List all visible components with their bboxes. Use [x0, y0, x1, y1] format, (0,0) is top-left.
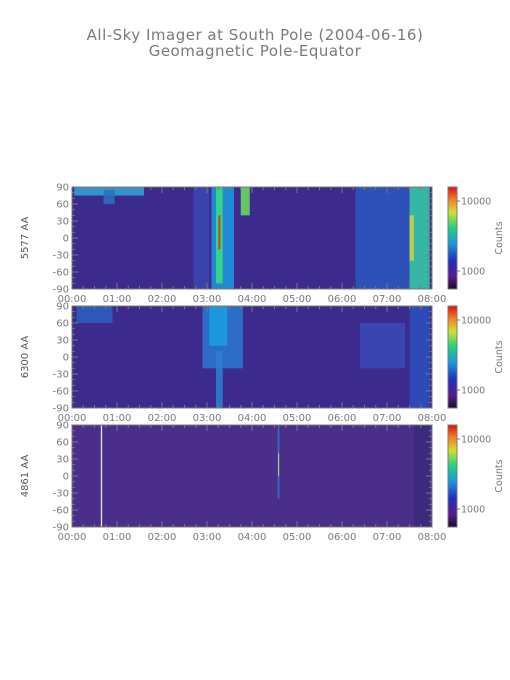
y-tick-label: -30 [53, 489, 69, 500]
colorbar [448, 306, 457, 408]
heatmap-feature [409, 215, 414, 261]
y-axis-label: 5577 AA [20, 217, 31, 260]
heatmap-feature [193, 187, 210, 289]
colorbar-tick-label: 1000 [461, 505, 485, 516]
x-tick-label: 05:00 [283, 413, 312, 424]
x-tick-label: 08:00 [418, 413, 447, 424]
x-tick-label: 06:00 [328, 532, 357, 543]
heatmap-feature [360, 323, 405, 369]
colorbar-frame [447, 424, 458, 528]
x-tick-label: 03:00 [193, 294, 222, 305]
y-tick-label: -60 [53, 268, 69, 279]
heatmap-feature [218, 215, 221, 250]
x-tick-label: 00:00 [58, 532, 87, 543]
colorbar-tick-label: 1000 [461, 267, 485, 278]
heatmap-feature [409, 306, 430, 408]
y-tick-label: -90 [53, 285, 69, 296]
x-tick-label: 01:00 [103, 294, 132, 305]
x-tick-label: 06:00 [328, 413, 357, 424]
x-tick-label: 08:00 [418, 532, 447, 543]
colorbar [448, 425, 457, 527]
y-tick-label: 90 [56, 421, 69, 432]
y-tick-label: -30 [53, 251, 69, 262]
colorbar-frame [447, 186, 458, 290]
x-tick-label: 03:00 [193, 413, 222, 424]
heatmap-background [72, 425, 432, 527]
colorbar-label: Counts [494, 340, 505, 373]
chart-subtitle: Geomagnetic Pole-Equator [148, 42, 362, 60]
colorbar-tick-label: 1000 [461, 386, 485, 397]
colorbar-label: Counts [494, 459, 505, 492]
y-tick-label: 60 [56, 200, 69, 211]
x-tick-label: 04:00 [238, 294, 267, 305]
x-tick-label: 08:00 [418, 294, 447, 305]
heatmap-feature [240, 187, 250, 216]
x-tick-label: 07:00 [373, 532, 402, 543]
heatmap-feature [103, 189, 115, 204]
heatmap-feature [100, 425, 103, 527]
y-tick-label: 90 [56, 302, 69, 313]
colorbar-tick-label: 10000 [461, 197, 491, 208]
x-tick-label: 01:00 [103, 532, 132, 543]
x-tick-label: 05:00 [283, 294, 312, 305]
colorbar-tick-label: 10000 [461, 316, 491, 327]
y-tick-label: -90 [53, 523, 69, 534]
y-tick-label: 0 [63, 472, 69, 483]
y-tick-label: -60 [53, 506, 69, 517]
heatmap-feature [414, 425, 430, 527]
x-tick-label: 04:00 [238, 532, 267, 543]
x-tick-label: 07:00 [373, 413, 402, 424]
x-tick-label: 00:00 [58, 294, 87, 305]
heatmap-feature [409, 187, 430, 289]
y-tick-label: -60 [53, 387, 69, 398]
y-tick-label: -90 [53, 404, 69, 415]
y-tick-label: -30 [53, 370, 69, 381]
x-tick-label: 06:00 [328, 294, 357, 305]
y-tick-label: 30 [56, 455, 69, 466]
heatmap-feature [76, 306, 113, 323]
y-tick-label: 90 [56, 183, 69, 194]
colorbar-tick-label: 10000 [461, 435, 491, 446]
x-tick-label: 00:00 [58, 413, 87, 424]
y-tick-label: 60 [56, 438, 69, 449]
colorbar-frame [447, 305, 458, 409]
x-tick-label: 05:00 [283, 532, 312, 543]
y-tick-label: 30 [56, 217, 69, 228]
colorbar-label: Counts [494, 221, 505, 254]
y-tick-label: 30 [56, 336, 69, 347]
chart-title: All-Sky Imager at South Pole (2004-06-16… [86, 26, 424, 44]
heatmap-feature [278, 453, 280, 476]
y-tick-label: 0 [63, 353, 69, 364]
y-tick-label: 0 [63, 234, 69, 245]
heatmap-feature [209, 306, 228, 346]
colorbar [448, 187, 457, 289]
x-tick-label: 03:00 [193, 532, 222, 543]
x-tick-label: 02:00 [148, 294, 177, 305]
y-axis-label: 4861 AA [20, 455, 31, 498]
y-axis-label: 6300 AA [20, 336, 31, 379]
x-tick-label: 01:00 [103, 413, 132, 424]
x-tick-label: 07:00 [373, 294, 402, 305]
x-tick-label: 04:00 [238, 413, 267, 424]
x-tick-label: 02:00 [148, 413, 177, 424]
heatmap-feature [216, 351, 223, 408]
y-tick-label: 60 [56, 319, 69, 330]
x-tick-label: 02:00 [148, 532, 177, 543]
